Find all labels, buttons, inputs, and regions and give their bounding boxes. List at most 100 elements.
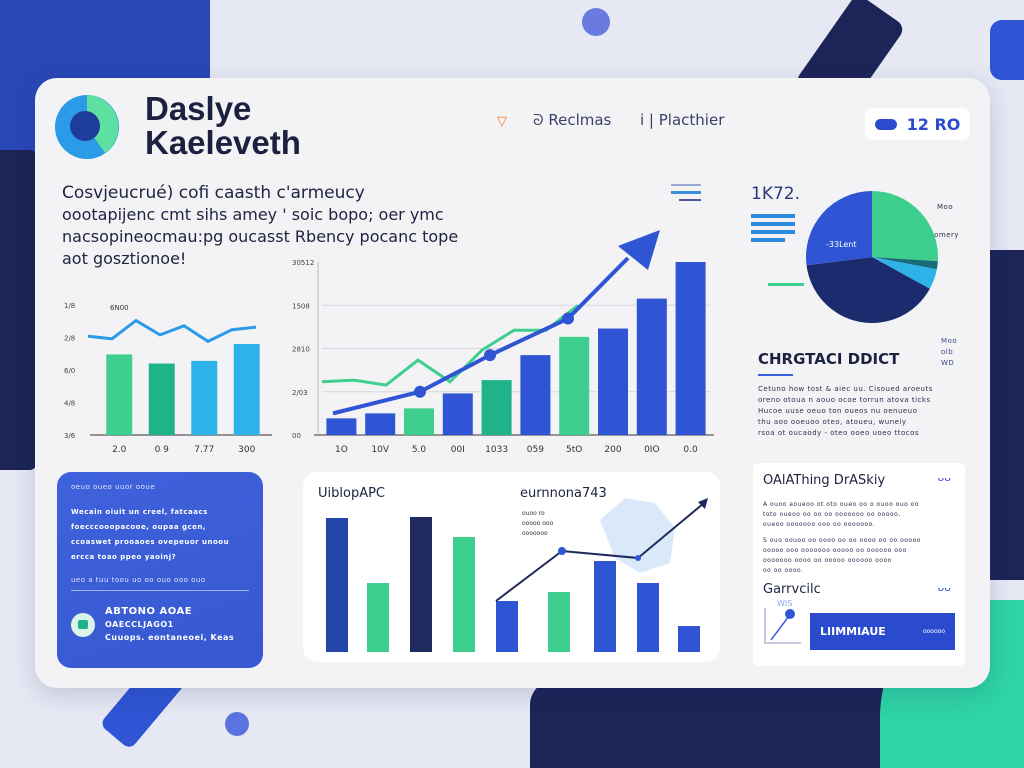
bar — [453, 537, 475, 652]
bg-shape — [990, 20, 1024, 80]
pie-side-label: Moo — [937, 203, 954, 211]
line-series — [87, 318, 257, 344]
bar — [598, 328, 628, 435]
trend-point — [484, 349, 496, 362]
info-card: oeuo oueo uuor ooue Wecain oiuit un cree… — [57, 472, 263, 668]
logo-icon — [55, 95, 119, 159]
bar — [481, 380, 512, 435]
chart-subtitle: eurnnona743 — [520, 486, 607, 501]
bar — [326, 518, 348, 652]
bar — [326, 418, 357, 435]
section-right-labels: Moo olb WD — [941, 337, 958, 367]
bar — [678, 626, 700, 652]
bar — [548, 592, 570, 652]
bar — [365, 413, 396, 435]
globe-decoration — [600, 498, 675, 573]
bar — [410, 517, 432, 652]
nav-placthier[interactable]: ⅰ | Placthier — [640, 111, 725, 129]
trend-line — [495, 502, 705, 602]
pie-slice — [872, 257, 938, 270]
link-icon: ᘐ — [533, 111, 544, 129]
collapse-icon[interactable]: ᴗᴗ — [937, 581, 951, 594]
bar — [637, 583, 659, 652]
x-tick-label: 1O — [335, 445, 348, 455]
x-tick-label: 5.0 — [412, 445, 427, 455]
pie-side-label: somery — [930, 231, 960, 239]
y-tick-label: 2810 — [292, 346, 310, 354]
summary-box[interactable]: LIIMMIAUE oooooo — [810, 613, 955, 650]
section-underline — [758, 374, 793, 376]
divider: ⅰ | — [640, 111, 659, 129]
bar — [675, 262, 706, 435]
kpi-value: 1K72. — [751, 184, 800, 204]
y-tick-label: 3/6 — [64, 432, 76, 440]
x-tick-label: 0.0 — [683, 445, 698, 455]
x-tick-label: 200 — [604, 445, 621, 455]
note-subtitle: Garrvcilc — [763, 582, 821, 597]
bar — [496, 601, 518, 652]
mini-chart: WIS — [764, 599, 801, 644]
x-tick-label: 300 — [238, 445, 255, 455]
info-text: Wecain oiuit un creel, fatcaacs foecccooo… — [71, 508, 230, 561]
y-tick-label: 2/03 — [292, 389, 308, 397]
trend-arrow — [618, 230, 660, 270]
alert-icon[interactable]: ▽ — [497, 114, 507, 129]
note-card: OAlAThing DrASkiy ᴗᴗ A ouoo aoueoo ot ot… — [753, 463, 965, 666]
y-tick-label: 6/0 — [64, 367, 75, 375]
section-text: Cetuno how tost & aiec uu. Cisoued aroeu… — [758, 385, 933, 437]
chart-note: ooooo ooo — [522, 520, 554, 527]
trend-point — [635, 555, 641, 561]
bar — [106, 354, 133, 435]
intro-text: Cosvjeucrué) cofi caasth c'armeucy oootap… — [62, 183, 459, 268]
legend-lines — [671, 184, 701, 201]
x-tick-label: 00I — [451, 445, 465, 455]
pie-slice — [872, 191, 938, 262]
pie-slice — [872, 257, 937, 289]
bar — [404, 408, 434, 435]
bg-shape — [582, 8, 610, 36]
trend-arrow — [698, 498, 708, 509]
bar — [148, 363, 175, 435]
x-tick-label: 10V — [371, 445, 389, 455]
bar — [191, 360, 218, 435]
chart-title: UiblopAPC — [318, 486, 385, 501]
trend-point — [562, 312, 574, 325]
chart-note: ouoo ro — [522, 510, 545, 517]
bar — [559, 336, 590, 435]
x-tick-label: 0 9 — [155, 445, 170, 455]
note-title: OAlAThing DrASkiy — [763, 473, 886, 488]
pie-slice — [806, 191, 872, 266]
contact-info: ABTONO AOAE OAECCLJAGO1 Cuuops. eontaneoei… — [105, 606, 235, 642]
collapse-icon[interactable]: ᴗᴗ — [937, 471, 951, 484]
section-title: CHRGTACI DDICT — [758, 350, 900, 368]
note-text: A ouoo aoueoo ot oto oueo oo o ouoo ouo … — [763, 501, 920, 528]
y-tick-label: 1/8 — [64, 302, 75, 310]
bar — [233, 344, 260, 435]
info-footer: ueo a tuu toou uo oo ouo ooo ouo — [71, 575, 249, 591]
bar — [636, 298, 667, 435]
x-tick-label: 5tO — [566, 445, 582, 455]
y-tick-label: 2/8 — [64, 335, 75, 343]
x-tick-label: 1033 — [485, 445, 508, 455]
pie-legend — [768, 283, 804, 286]
toggle-icon — [874, 118, 897, 130]
pie-slice — [806, 257, 930, 324]
lock-icon — [71, 612, 95, 637]
user-badge[interactable]: 12 RO — [865, 108, 970, 140]
bar — [442, 393, 473, 435]
bar — [367, 583, 389, 652]
bg-shape — [225, 712, 249, 736]
trend-point — [558, 547, 566, 555]
chart-note: ooooooo — [522, 530, 548, 537]
trend-point — [414, 385, 426, 398]
svg-text:WIS: WIS — [777, 599, 792, 608]
app-title: Daslye Kaeleveth — [145, 90, 301, 161]
bar — [520, 355, 551, 435]
y-tick-label: 00 — [292, 432, 301, 440]
line-label: 6N00 — [110, 304, 129, 312]
nav-reclmas[interactable]: ᘐ Reclmas — [533, 111, 612, 129]
pie-label: -33Lent — [826, 240, 857, 249]
x-tick-label: 2.0 — [112, 445, 127, 455]
x-tick-label: 059 — [527, 445, 544, 455]
